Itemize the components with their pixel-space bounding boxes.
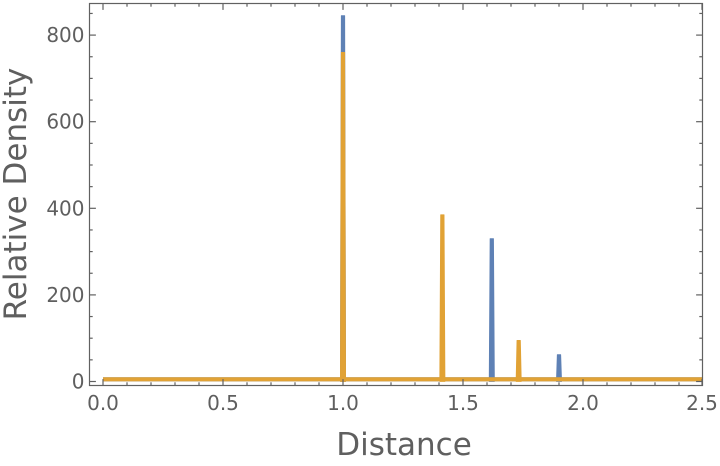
series-spikes	[103, 15, 702, 382]
series-1-blue-peak	[488, 238, 495, 382]
y-tick-label: 400	[46, 196, 84, 220]
x-axis-label: Distance	[336, 427, 472, 463]
series-2-orange-peak	[439, 214, 446, 382]
frame-rect	[88, 2, 704, 387]
y-tick-label: 200	[46, 283, 84, 307]
x-tick-label: 1.5	[447, 391, 479, 415]
x-tick-label: 0.5	[207, 391, 239, 415]
axis-ticks	[89, 3, 703, 386]
tick-labels: 0.0 0.5 1.0 1.5 2.0 2.5 0 200 400 600 800	[46, 23, 718, 415]
x-tick-label: 0.0	[87, 391, 119, 415]
x-tick-label: 2.0	[567, 391, 599, 415]
y-tick-label: 800	[46, 23, 84, 47]
series-2-orange-peak	[515, 339, 522, 382]
y-tick-label: 0	[72, 370, 85, 394]
series-1-blue-peak	[556, 354, 562, 382]
x-tick-label: 1.0	[327, 391, 359, 415]
x-tick-label: 2.5	[686, 391, 718, 415]
y-axis-label: Relative Density	[0, 68, 34, 321]
series-2-orange-peak	[339, 52, 347, 382]
plot-frame	[88, 2, 704, 387]
y-tick-label: 600	[46, 110, 84, 134]
